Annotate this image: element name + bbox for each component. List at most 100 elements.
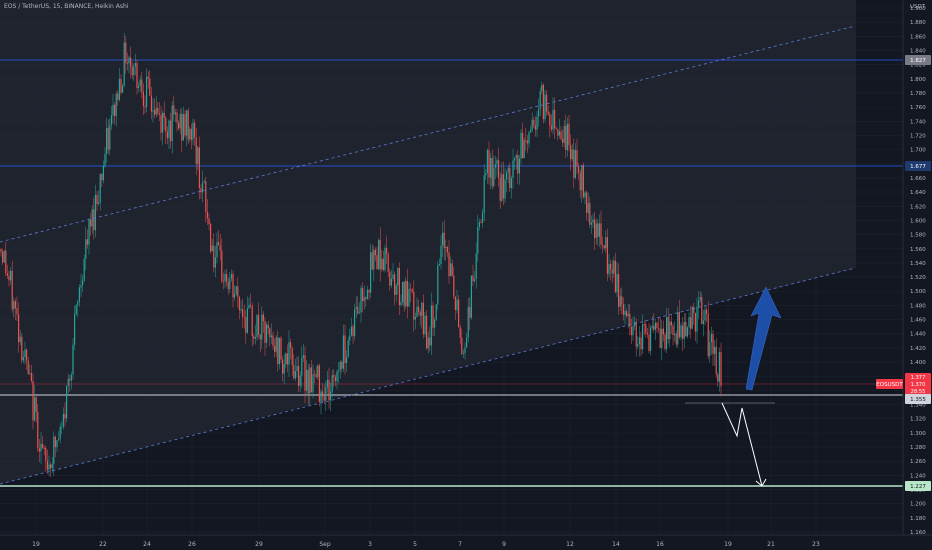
candle-body: [118, 78, 120, 100]
candle-body: [430, 305, 432, 346]
candle-body: [533, 119, 535, 126]
candle-body: [227, 282, 229, 290]
time-tick-label: 23: [812, 541, 820, 548]
price-tick-label: 1.500: [910, 289, 926, 295]
candle-body: [133, 66, 135, 76]
price-tick-label: 1.860: [910, 34, 926, 40]
candle-body: [683, 321, 685, 339]
candle-body: [194, 122, 196, 138]
badge-level-mid-box: [905, 161, 931, 171]
candle-body: [389, 271, 391, 286]
candle-body: [267, 324, 269, 329]
candle-body: [142, 91, 144, 107]
candle-body: [427, 337, 429, 349]
candle-body: [365, 297, 367, 299]
price-tick-label: 1.760: [910, 105, 926, 111]
time-tick-label: 24: [143, 541, 151, 548]
candle-body: [264, 321, 266, 343]
candle-body: [422, 302, 424, 335]
candle-body: [288, 342, 290, 365]
candle-body: [333, 375, 335, 378]
candle-body: [302, 355, 304, 358]
candle-body: [110, 115, 112, 125]
candle-body: [613, 260, 615, 274]
badge-last-price: 28:55: [911, 389, 926, 395]
candle-body: [661, 328, 663, 348]
candle-body: [701, 297, 703, 324]
candle-body: [472, 275, 474, 282]
candle-body: [136, 63, 138, 88]
candle-body: [486, 150, 488, 173]
candle-body: [605, 237, 607, 249]
arrow-up-icon: [745, 286, 782, 391]
candle-body: [582, 165, 584, 198]
candle-body: [166, 131, 168, 138]
candle-body: [85, 239, 87, 259]
candle-body: [176, 112, 178, 123]
candle-body: [485, 172, 487, 176]
price-axis-currency: USDT: [910, 4, 926, 10]
candle-body: [26, 349, 28, 361]
candle-body: [514, 158, 516, 161]
candle-body: [109, 124, 111, 150]
candle-body: [154, 110, 156, 115]
candle-body: [312, 374, 314, 393]
candle-body: [590, 222, 592, 225]
price-tick-label: 1.200: [910, 502, 926, 508]
candle-body: [18, 314, 20, 343]
candle-body: [318, 365, 320, 402]
badge-support-box: [905, 394, 931, 404]
candle-body: [538, 109, 540, 117]
candle-body: [691, 306, 693, 329]
candle-body: [426, 315, 428, 349]
candle-body: [598, 223, 600, 237]
candle-body: [323, 396, 325, 401]
candle-body: [139, 79, 141, 86]
candle-body: [710, 334, 712, 343]
candle-body: [402, 281, 404, 303]
candle-body: [266, 324, 268, 343]
candle-body: [182, 114, 184, 141]
candle-body: [138, 85, 140, 88]
time-axis[interactable]: 19 22 24 26 29 Sep 3 5 7 9 12 14 16 19 21 23: [0, 534, 932, 550]
candle-body: [586, 192, 588, 213]
candle-body: [558, 131, 560, 136]
candle-body: [245, 317, 247, 333]
candle-body: [213, 245, 215, 268]
candle-body: [462, 353, 464, 354]
candle-body: [366, 289, 368, 299]
candle-body: [550, 125, 552, 130]
candle-body: [34, 397, 36, 421]
candle-body: [334, 377, 336, 382]
candle-body: [155, 108, 157, 115]
candle-body: [317, 365, 319, 377]
candle-body: [29, 373, 31, 374]
candle-body: [632, 325, 634, 336]
candle-body: [147, 76, 149, 79]
candle-body: [306, 369, 308, 391]
candle-body: [387, 253, 389, 272]
candle-body: [520, 132, 522, 159]
badge-last-price-box: [905, 373, 931, 398]
candle-body: [592, 219, 594, 223]
candle-body: [237, 286, 239, 298]
candle-body: [382, 258, 384, 271]
candle-body: [480, 221, 482, 223]
candle-body: [11, 270, 13, 310]
candle-body: [536, 116, 538, 130]
badge-last-price: 1.370: [911, 382, 926, 388]
price-tick-label: 1.720: [910, 133, 926, 139]
candle-body: [91, 209, 93, 227]
candle-body: [14, 301, 16, 309]
candle-body: [440, 245, 442, 264]
candle-body: [195, 137, 197, 164]
time-tick-label: 19: [32, 541, 40, 548]
candle-body: [200, 188, 202, 193]
candle-body: [168, 120, 170, 138]
candle-body: [214, 257, 216, 268]
candle-body: [363, 297, 365, 302]
candle-body: [251, 306, 253, 336]
candle-body: [341, 361, 343, 369]
